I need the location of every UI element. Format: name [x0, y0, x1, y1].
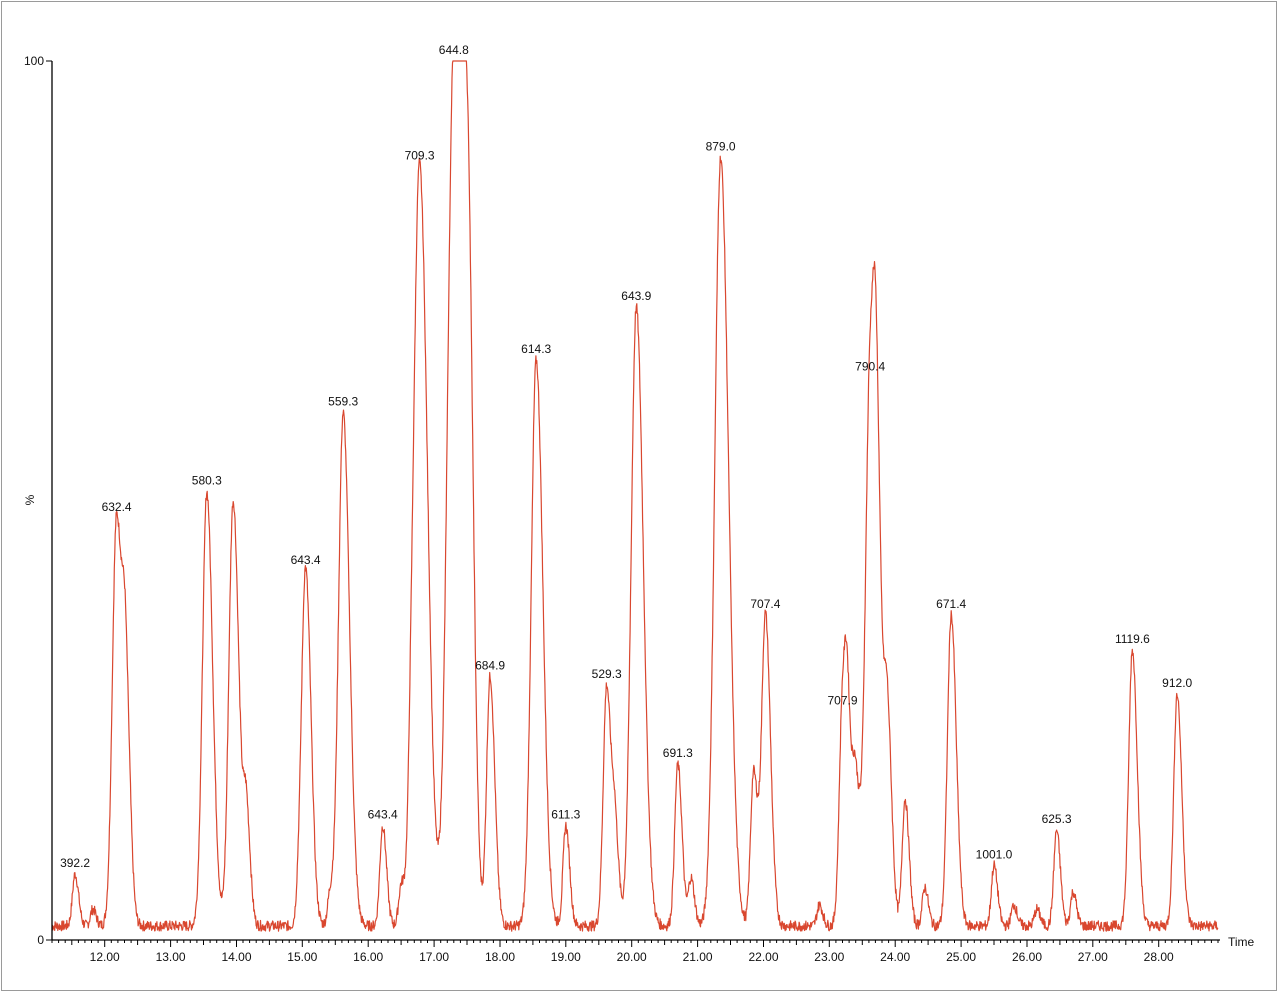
x-tick-label: 17.00: [419, 950, 449, 964]
y-tick-label: 100: [24, 54, 44, 68]
x-tick-label: 28.00: [1144, 950, 1174, 964]
y-axis-title: %: [23, 494, 37, 505]
x-tick-label: 14.00: [221, 950, 251, 964]
peak-label: 879.0: [706, 140, 736, 154]
x-tick-label: 15.00: [287, 950, 317, 964]
peak-label: 671.4: [936, 597, 966, 611]
x-axis-title: Time: [1228, 935, 1255, 949]
x-tick-label: 25.00: [946, 950, 976, 964]
peak-label: 625.3: [1042, 812, 1072, 826]
peak-label: 643.9: [621, 289, 651, 303]
peak-label: 644.8: [439, 43, 469, 57]
x-tick-label: 27.00: [1078, 950, 1108, 964]
peak-label: 580.3: [192, 474, 222, 488]
peak-label: 1001.0: [976, 847, 1013, 861]
peak-label: 691.3: [663, 746, 693, 760]
x-tick-label: 22.00: [748, 950, 778, 964]
peak-label: 611.3: [551, 808, 580, 822]
x-tick-label: 16.00: [353, 950, 383, 964]
peak-label: 684.9: [475, 658, 505, 672]
peak-label: 632.4: [102, 500, 132, 514]
peak-label: 707.4: [750, 597, 780, 611]
chromatogram-trace: [51, 60, 1219, 932]
peak-label: 643.4: [368, 808, 398, 822]
x-tick-label: 13.00: [156, 950, 186, 964]
x-tick-label: 12.00: [90, 950, 120, 964]
x-tick-label: 19.00: [551, 950, 581, 964]
x-tick-label: 23.00: [814, 950, 844, 964]
x-tick-label: 18.00: [485, 950, 515, 964]
peak-label: 790.4: [855, 359, 885, 373]
y-tick-label: 0: [37, 933, 44, 947]
peak-label: 559.3: [328, 395, 358, 409]
x-tick-label: 21.00: [683, 950, 713, 964]
peak-label: 912.0: [1162, 676, 1192, 690]
x-tick-label: 26.00: [1012, 950, 1042, 964]
peak-label: 529.3: [592, 667, 622, 681]
peak-label: 614.3: [521, 342, 551, 356]
peak-label: 643.4: [291, 553, 321, 567]
peak-label: 392.2: [60, 856, 90, 870]
peak-label: 707.9: [827, 694, 857, 708]
peak-label: 709.3: [405, 149, 435, 163]
x-tick-label: 24.00: [880, 950, 910, 964]
peak-label: 1119.6: [1115, 632, 1150, 646]
x-tick-label: 20.00: [617, 950, 647, 964]
